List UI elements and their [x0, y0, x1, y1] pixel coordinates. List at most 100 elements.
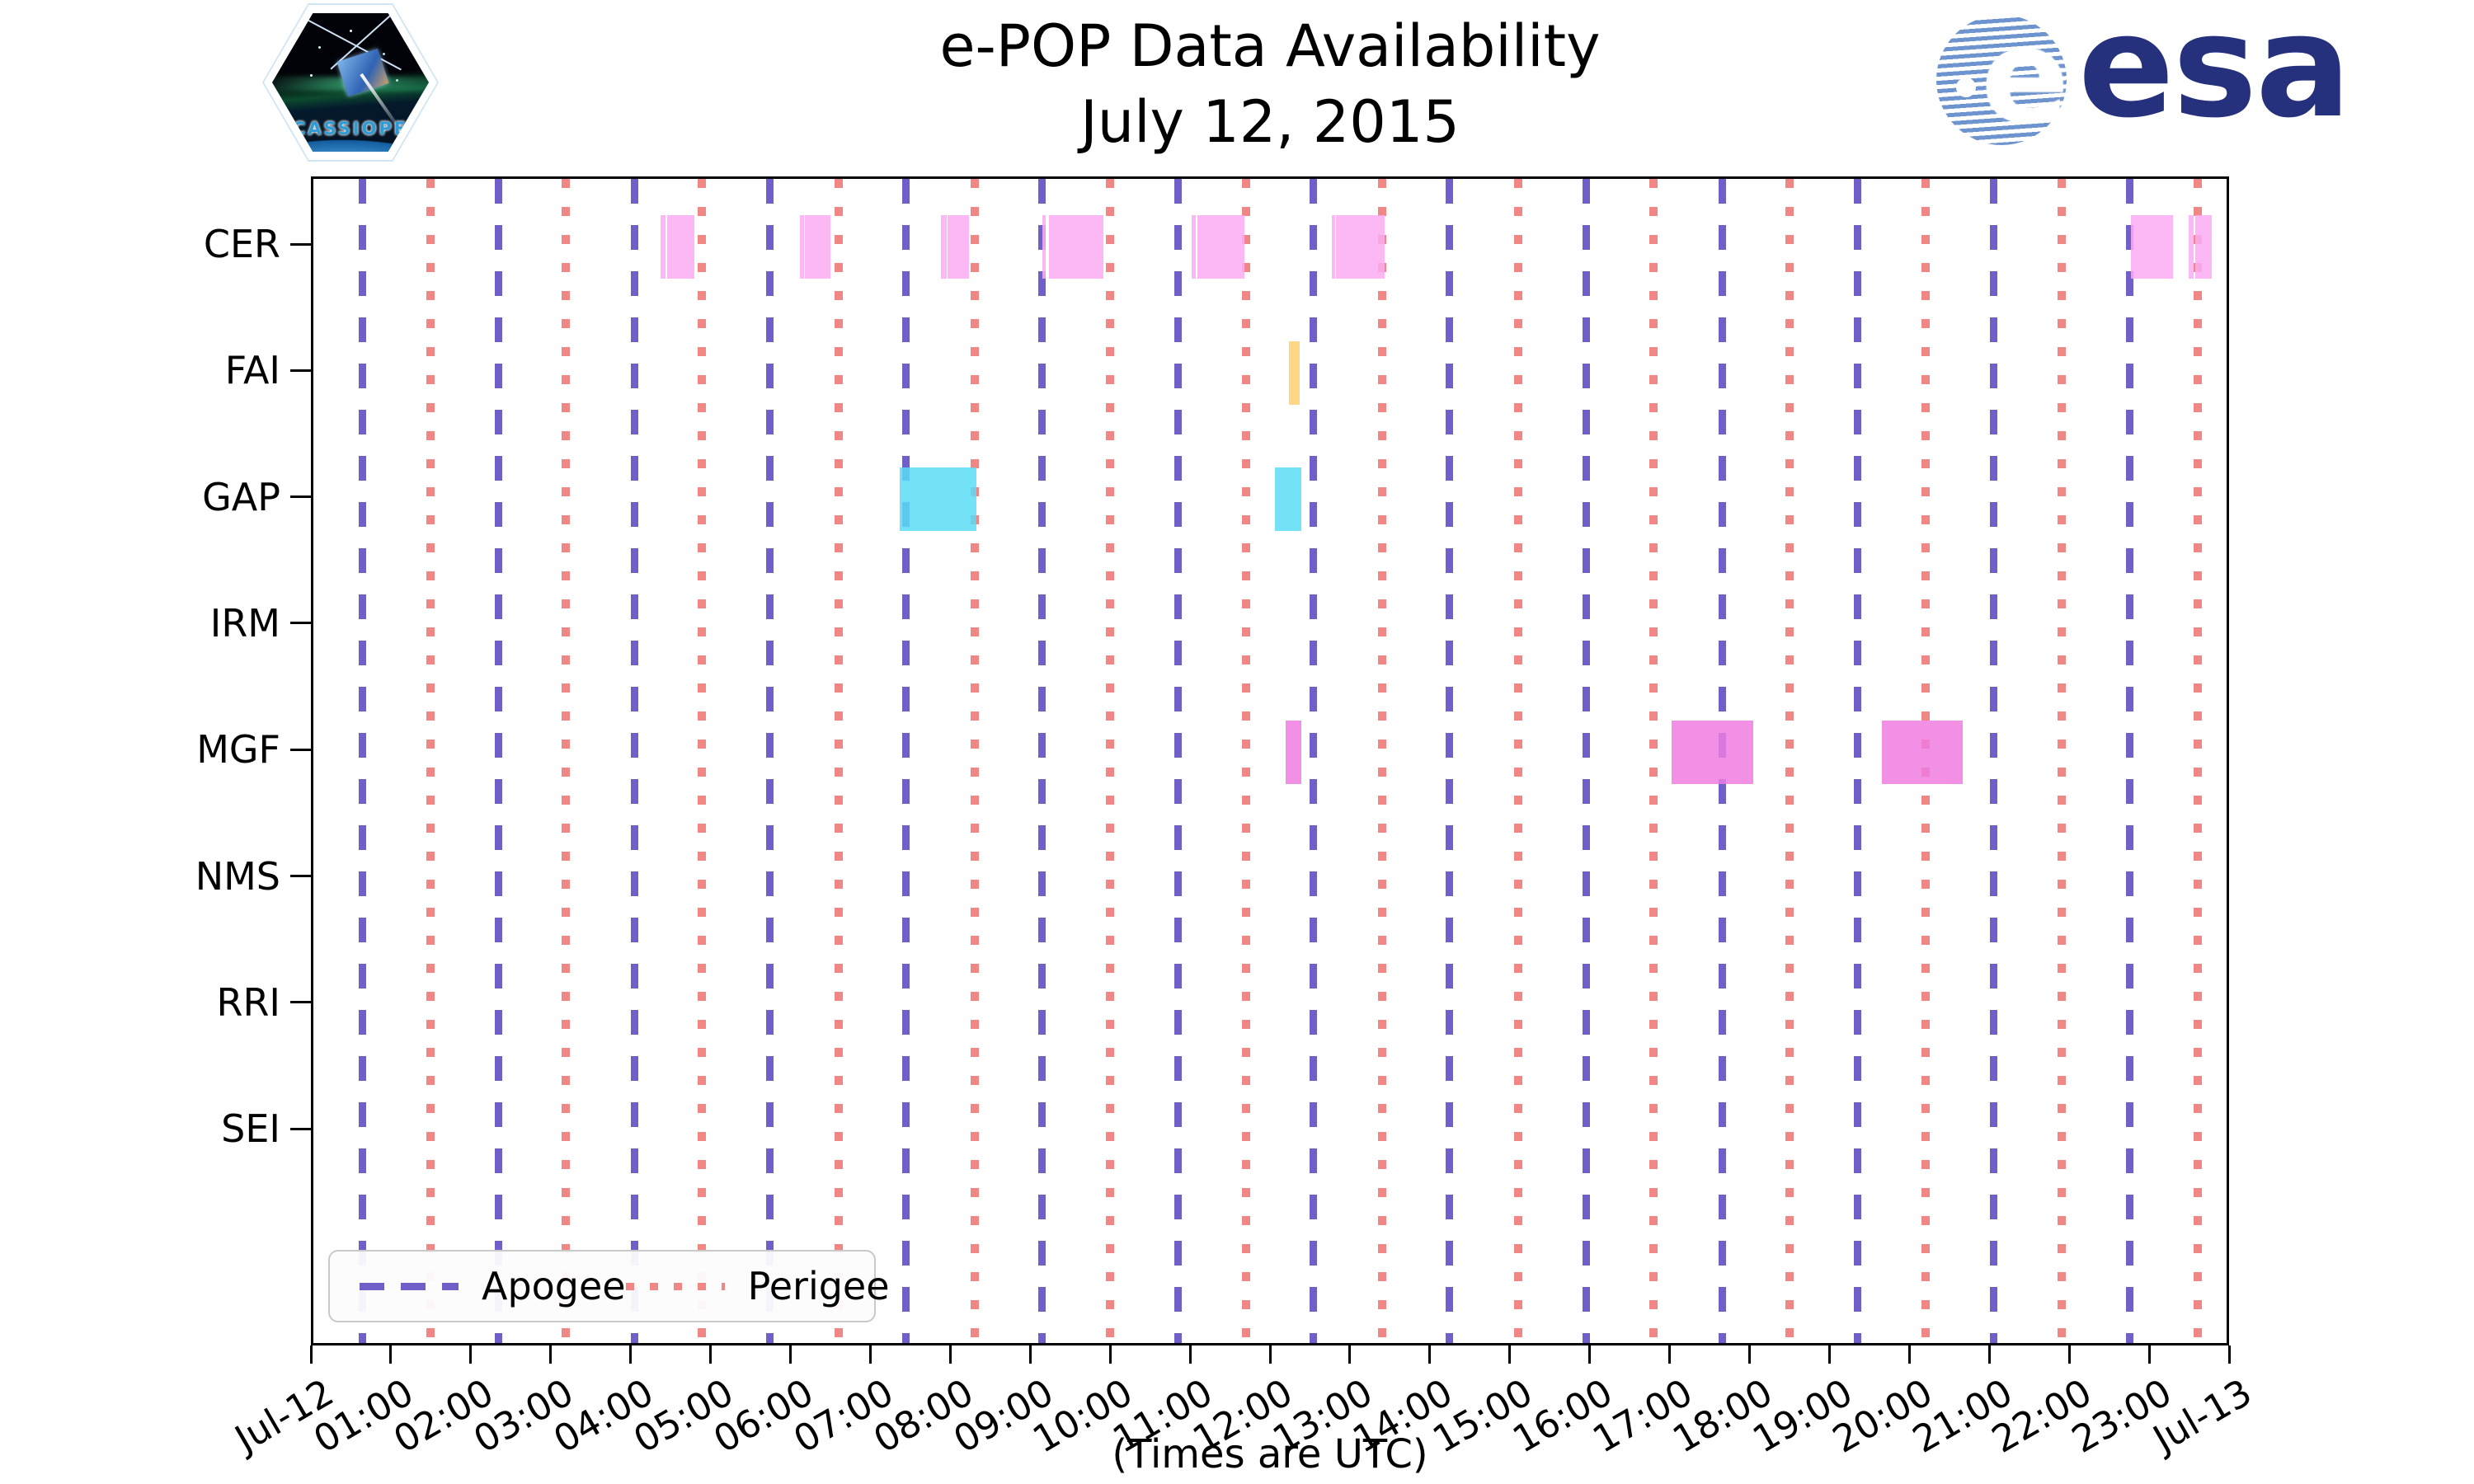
y-tick — [290, 1001, 311, 1004]
esa-striped-globe-icon: e — [1936, 1, 2070, 153]
perigee-line — [698, 179, 707, 1343]
x-tick — [789, 1345, 792, 1364]
availability-bar-mgf — [1286, 720, 1301, 784]
apogee-line — [766, 179, 774, 1343]
availability-bar-cer — [2195, 214, 2212, 279]
chart-title-block: e-POP Data Availability July 12, 2015 — [311, 8, 2229, 161]
x-tick — [1508, 1345, 1512, 1364]
availability-bar-cer — [805, 214, 831, 279]
perigee-line — [2057, 179, 2066, 1343]
y-axis-label-nms: NMS — [195, 853, 280, 899]
perigee-line — [1649, 179, 1658, 1343]
x-tick — [1348, 1345, 1352, 1364]
y-tick — [290, 495, 311, 499]
y-axis-label-rri: RRI — [216, 979, 281, 1025]
x-tick — [948, 1345, 952, 1364]
legend-perigee-label: Perigee — [747, 1264, 890, 1308]
availability-bar-cer — [660, 214, 666, 279]
x-tick — [1987, 1345, 1991, 1364]
perigee-line — [562, 179, 571, 1343]
esa-globe-dot — [1956, 77, 1976, 97]
availability-bar-cer — [2188, 214, 2194, 279]
x-tick — [1188, 1345, 1192, 1364]
y-axis-label-gap: GAP — [202, 474, 280, 519]
legend-item-apogee: Apogee — [360, 1264, 626, 1308]
availability-bar-cer — [1042, 214, 1046, 279]
x-tick — [1827, 1345, 1831, 1364]
x-tick — [549, 1345, 553, 1364]
legend: Apogee Perigee — [328, 1250, 890, 1322]
availability-bar-cer — [1335, 214, 1385, 279]
apogee-line — [1037, 179, 1046, 1343]
esa-logo: e esa — [1936, 0, 2351, 153]
perigee-line — [1377, 179, 1386, 1343]
y-tick — [290, 1127, 311, 1130]
x-tick — [1028, 1345, 1032, 1364]
y-tick — [290, 369, 311, 372]
apogee-line — [1990, 179, 1998, 1343]
x-tick — [629, 1345, 633, 1364]
availability-bar-cer — [947, 214, 969, 279]
y-tick — [290, 748, 311, 751]
perigee-line — [1513, 179, 1522, 1343]
perigee-dotted-line-sample — [625, 1282, 725, 1290]
apogee-line — [2125, 179, 2133, 1343]
x-tick — [1108, 1345, 1112, 1364]
cassiope-mission-patch-logo: CASSIOPE — [262, 3, 439, 162]
availability-bar-gap — [900, 467, 977, 532]
perigee-line — [2194, 179, 2203, 1343]
x-tick — [389, 1345, 393, 1364]
perigee-line — [1106, 179, 1115, 1343]
availability-bar-cer — [940, 214, 947, 279]
x-tick — [309, 1345, 313, 1364]
y-axis-label-mgf: MGF — [196, 727, 280, 773]
x-tick — [2227, 1345, 2231, 1364]
cassiope-label: CASSIOPE — [292, 119, 409, 139]
x-tick — [1268, 1345, 1272, 1364]
availability-bar-cer — [1197, 214, 1245, 279]
availability-bar-cer — [667, 214, 695, 279]
x-tick — [2067, 1345, 2071, 1364]
apogee-line — [359, 179, 367, 1343]
availability-bar-mgf — [1882, 720, 1964, 784]
y-axis-label-cer: CER — [203, 222, 280, 266]
apogee-dashed-line-sample — [360, 1282, 459, 1290]
perigee-line — [1785, 179, 1794, 1343]
y-tick — [290, 622, 311, 625]
x-tick — [1588, 1345, 1592, 1364]
apogee-line — [902, 179, 910, 1343]
availability-bar-cer — [1331, 214, 1335, 279]
x-axis-title: (Times are UTC) — [1112, 1431, 1428, 1477]
availability-bar-cer — [1048, 214, 1104, 279]
legend-apogee-label: Apogee — [482, 1264, 626, 1308]
esa-wordmark: esa — [2078, 0, 2351, 149]
y-tick — [290, 875, 311, 877]
perigee-line — [970, 179, 979, 1343]
y-axis-label-irm: IRM — [209, 600, 280, 646]
availability-bar-fai — [1289, 340, 1300, 405]
chart-title: e-POP Data Availability — [939, 12, 1601, 80]
y-axis-label-sei: SEI — [221, 1106, 280, 1152]
perigee-line — [834, 179, 843, 1343]
availability-bar-gap — [1274, 467, 1301, 532]
y-axis-label-fai: FAI — [224, 348, 280, 393]
x-tick — [1668, 1345, 1672, 1364]
availability-bar-cer — [2130, 214, 2174, 279]
apogee-line — [1174, 179, 1182, 1343]
apogee-line — [630, 179, 638, 1343]
x-tick — [1907, 1345, 1911, 1364]
apogee-line — [1582, 179, 1590, 1343]
x-tick — [2147, 1345, 2151, 1364]
x-tick — [1748, 1345, 1751, 1364]
apogee-line — [494, 179, 502, 1343]
availability-bar-cer — [800, 214, 805, 279]
apogee-line — [1854, 179, 1862, 1343]
apogee-line — [1446, 179, 1454, 1343]
availability-bar-mgf — [1671, 720, 1754, 784]
plot-area — [311, 176, 2229, 1345]
apogee-line — [1310, 179, 1318, 1343]
y-tick — [290, 242, 311, 246]
esa-globe-letter: e — [1981, 1, 2070, 153]
x-tick — [709, 1345, 713, 1364]
